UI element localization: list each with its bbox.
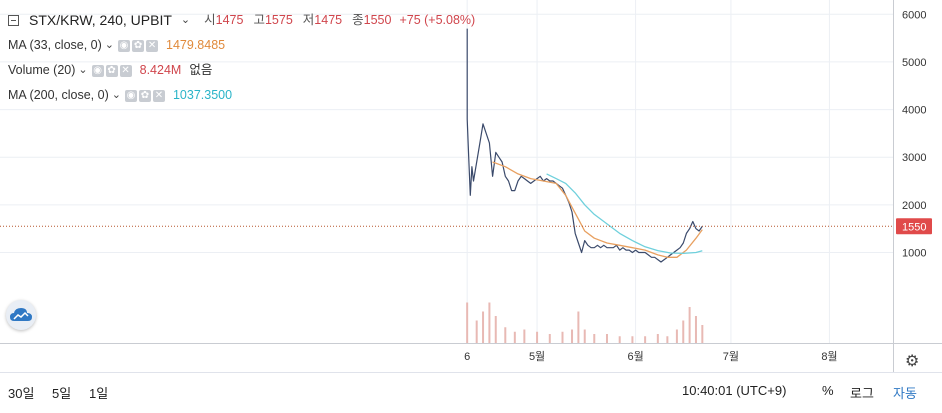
- volume-bar: [593, 334, 596, 343]
- timeframe-30d-button[interactable]: 30일: [8, 386, 35, 401]
- volume-bar: [504, 327, 507, 343]
- volume-bar: [688, 307, 691, 343]
- x-tick-label: 8월: [821, 350, 837, 363]
- indicator-name[interactable]: MA (33, close, 0): [8, 38, 102, 52]
- indicator-row-ma200: MA (200, close, 0) ⌄ ◉ ✿ ✕ 1037.3500: [8, 83, 479, 108]
- volume-bar: [482, 311, 485, 343]
- moving-average-line: [546, 173, 703, 255]
- legend-symbol-row: STX/KRW, 240, UPBIT ⌄ 시1475 고1575 저1475 …: [8, 8, 479, 33]
- ohlc-low: 저1475: [302, 13, 343, 27]
- volume-bar: [605, 334, 608, 343]
- remove-icon[interactable]: ✕: [152, 89, 165, 102]
- y-tick-label: 1000: [902, 247, 926, 259]
- x-tick-label: 5월: [529, 350, 545, 363]
- indicator-row-volume: Volume (20) ⌄ ◉ ✿ ✕ 8.424M 없음: [8, 58, 479, 83]
- y-tick-label: 5000: [902, 57, 926, 69]
- volume-bar: [666, 336, 669, 343]
- ohlc-high: 고1575: [253, 13, 293, 27]
- volume-bar: [513, 331, 516, 343]
- percent-scale-button[interactable]: %: [822, 383, 834, 398]
- volume-bar: [631, 336, 634, 343]
- ohlc-close: 종1550: [352, 13, 392, 27]
- volume-bar: [675, 329, 678, 343]
- ohlc-open: 시1475: [204, 13, 244, 27]
- y-tick-label: 3000: [902, 152, 926, 164]
- symbol-title[interactable]: STX/KRW, 240, UPBIT: [29, 12, 172, 28]
- y-tick-label: 2000: [902, 200, 926, 212]
- timeframe-1d-button[interactable]: 1일: [89, 386, 109, 401]
- chevron-down-icon[interactable]: ⌄: [104, 39, 115, 51]
- settings-icon[interactable]: ✿: [138, 89, 151, 102]
- volume-bar: [656, 334, 659, 343]
- volume-bar: [561, 331, 564, 343]
- eye-icon[interactable]: ◉: [118, 39, 131, 52]
- volume-bar: [494, 316, 497, 343]
- volume-bar: [644, 336, 647, 343]
- indicator-value: 1479.8485: [166, 38, 226, 52]
- volume-bar: [682, 320, 685, 343]
- auto-scale-button[interactable]: 자동: [893, 386, 917, 401]
- last-price-badge: [896, 218, 932, 235]
- chevron-down-icon[interactable]: ⌄: [180, 14, 191, 26]
- eye-icon[interactable]: ◉: [91, 64, 104, 77]
- indicator-value: 8.424M: [139, 63, 182, 77]
- y-tick-label: 6000: [902, 9, 926, 21]
- collapse-legend-icon[interactable]: [8, 15, 19, 26]
- indicator-value: 1037.3500: [172, 88, 233, 102]
- chevron-down-icon[interactable]: ⌄: [111, 89, 121, 101]
- y-tick-label: 4000: [902, 105, 926, 117]
- volume-bar: [536, 331, 539, 343]
- remove-icon[interactable]: ✕: [119, 64, 132, 77]
- price-change: +75 (+5.08%): [399, 13, 476, 27]
- x-tick-label: 6월: [627, 350, 643, 363]
- volume-bar: [488, 302, 491, 343]
- volume-bar: [475, 320, 478, 343]
- settings-icon[interactable]: ✿: [132, 39, 145, 52]
- volume-bar: [523, 329, 526, 343]
- volume-bar: [577, 311, 580, 343]
- x-tick-label: 7월: [723, 350, 739, 363]
- volume-bar: [466, 302, 469, 343]
- indicator-name[interactable]: Volume (20): [8, 63, 76, 77]
- volume-bar: [701, 325, 704, 343]
- clock-timezone[interactable]: 10:40:01 (UTC+9): [682, 383, 787, 398]
- indicator-extra: 없음: [189, 63, 213, 77]
- price-line: [466, 28, 703, 263]
- timeframe-5d-button[interactable]: 5일: [52, 386, 72, 401]
- price-chart[interactable]: 6000 5000 4000 3000 2000 1000 1550 6 5월 6월 7월 8월: [0, 0, 942, 372]
- volume-bar: [548, 334, 551, 343]
- remove-icon[interactable]: ✕: [146, 39, 159, 52]
- cloud-logo-icon[interactable]: [6, 300, 36, 330]
- indicator-row-ma33: MA (33, close, 0) ⌄ ◉ ✿ ✕ 1479.8485: [8, 33, 479, 58]
- volume-bar: [583, 329, 586, 343]
- volume-bar: [618, 336, 621, 343]
- indicator-name[interactable]: MA (200, close, 0): [8, 88, 109, 102]
- last-price-label: 1550: [902, 221, 926, 233]
- chevron-down-icon[interactable]: ⌄: [78, 64, 88, 76]
- settings-icon[interactable]: ✿: [105, 64, 118, 77]
- moving-average-line: [492, 161, 703, 258]
- chart-legend: STX/KRW, 240, UPBIT ⌄ 시1475 고1575 저1475 …: [8, 8, 479, 108]
- eye-icon[interactable]: ◉: [124, 89, 137, 102]
- x-tick-label: 6: [464, 351, 470, 363]
- volume-bar: [694, 316, 697, 343]
- log-scale-button[interactable]: 로그: [850, 386, 874, 401]
- gear-icon[interactable]: ⚙: [905, 351, 920, 370]
- volume-bar: [571, 329, 574, 343]
- bottom-toolbar: 30일 5일 1일 10:40:01 (UTC+9) % 로그 자동: [0, 372, 942, 413]
